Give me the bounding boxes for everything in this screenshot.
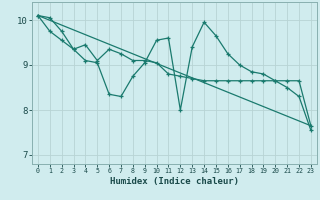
X-axis label: Humidex (Indice chaleur): Humidex (Indice chaleur) (110, 177, 239, 186)
